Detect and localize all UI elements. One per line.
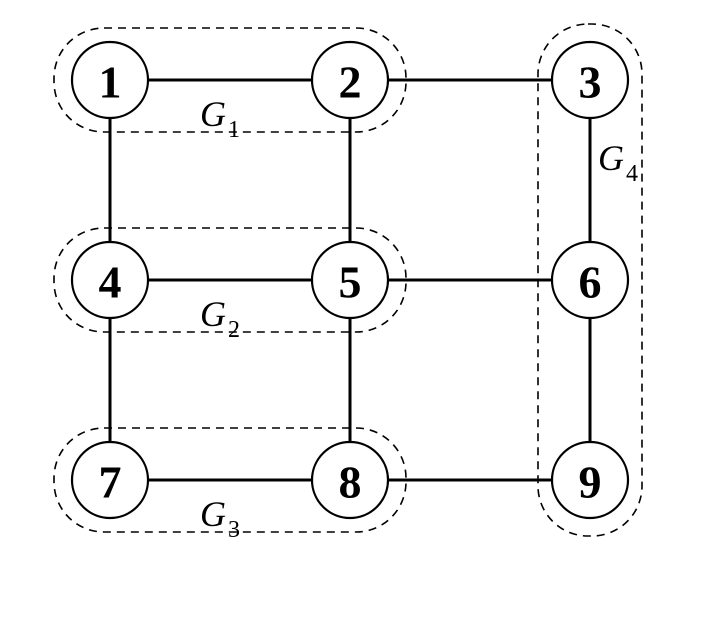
- group-label-sub-G3: 3: [228, 517, 240, 543]
- group-label-main-G2: G: [200, 294, 226, 334]
- node-label-5: 5: [339, 257, 362, 308]
- group-label-G1: G1: [200, 94, 240, 143]
- node-3: 3: [552, 42, 628, 118]
- group-label-sub-G2: 2: [228, 317, 240, 343]
- node-label-2: 2: [339, 57, 362, 108]
- node-label-6: 6: [579, 257, 602, 308]
- node-label-9: 9: [579, 457, 602, 508]
- node-9: 9: [552, 442, 628, 518]
- node-label-4: 4: [99, 257, 122, 308]
- group-label-main-G4: G: [598, 138, 624, 178]
- node-label-3: 3: [579, 57, 602, 108]
- group-label-G4: G4: [598, 138, 638, 187]
- node-label-1: 1: [99, 57, 122, 108]
- group-label-main-G1: G: [200, 94, 226, 134]
- node-label-8: 8: [339, 457, 362, 508]
- group-label-G2: G2: [200, 294, 240, 343]
- group-label-main-G3: G: [200, 494, 226, 534]
- graph-diagram: 123456789 G1G2G3G4: [0, 0, 711, 628]
- node-1: 1: [72, 42, 148, 118]
- node-6: 6: [552, 242, 628, 318]
- node-2: 2: [312, 42, 388, 118]
- node-8: 8: [312, 442, 388, 518]
- node-7: 7: [72, 442, 148, 518]
- group-label-G3: G3: [200, 494, 240, 543]
- node-label-7: 7: [99, 457, 122, 508]
- node-5: 5: [312, 242, 388, 318]
- group-label-sub-G1: 1: [228, 117, 240, 143]
- node-4: 4: [72, 242, 148, 318]
- group-label-sub-G4: 4: [626, 161, 638, 187]
